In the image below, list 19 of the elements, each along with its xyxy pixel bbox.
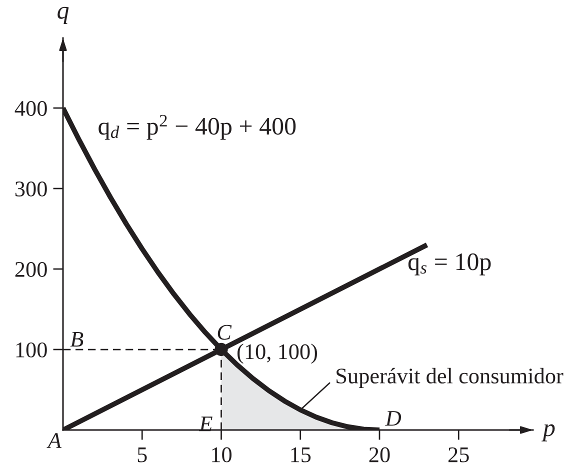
y-tick-label: 100	[16, 342, 47, 358]
x-tick-label: 5	[138, 448, 147, 462]
annotation: Superávit del consumidor	[336, 368, 564, 388]
y-tick-label: 400	[14, 100, 47, 116]
annotation: B	[70, 332, 84, 347]
y-tick-label: 200	[15, 262, 47, 277]
y-axis-title: q	[58, 6, 69, 24]
annotation: A	[46, 433, 62, 448]
x-tick-label: 20	[369, 447, 390, 462]
x-tick-label: 25	[448, 447, 469, 462]
annotation: D	[385, 411, 402, 426]
x-tick-label: 10	[212, 447, 232, 462]
series-label: q$_{s}$ = 10p	[408, 253, 491, 276]
x-tick-label: 15	[291, 447, 311, 462]
x-axis-title: p	[542, 424, 555, 442]
annotation: C	[218, 324, 232, 340]
y-tick-label: 300	[15, 181, 47, 196]
annotation: (10, 100)	[238, 344, 318, 364]
series-label: q$_{d}$ = p$^{2}$ − 40p + 400	[98, 114, 296, 140]
